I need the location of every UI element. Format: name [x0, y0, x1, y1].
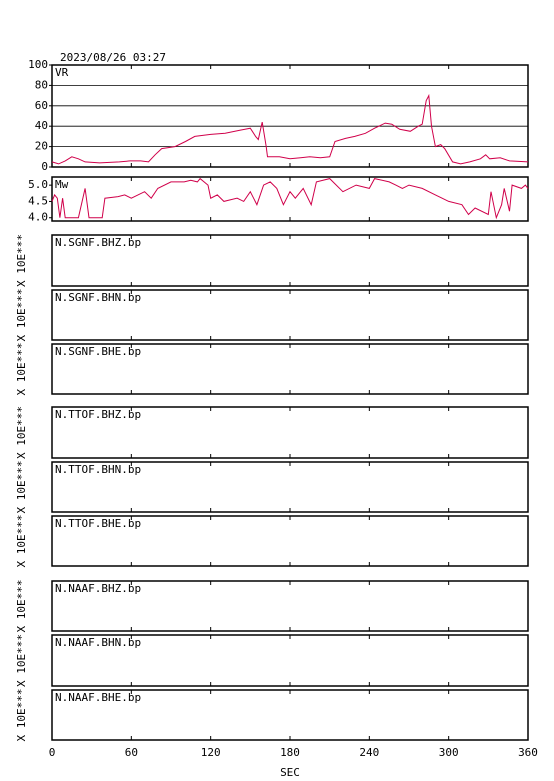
- y-axis-label: X 10E***: [15, 461, 28, 514]
- y-axis-label: X 10E***: [15, 289, 28, 342]
- y-tick-label: 40: [35, 119, 48, 132]
- panel-label: N.NAAF.BHN.bp: [55, 636, 141, 649]
- panel-label: N.TTOF.BHE.bp: [55, 517, 141, 530]
- data-line: [51, 93, 529, 165]
- panel-label: N.TTOF.BHZ.bp: [55, 408, 141, 421]
- chart-title: 2023/08/26 03:27: [60, 51, 166, 64]
- y-tick-label: 4.0: [28, 211, 48, 224]
- panel-label: VR: [55, 66, 69, 79]
- y-tick-label: 100: [28, 58, 48, 71]
- panel-label: N.SGNF.BHZ.bp: [55, 236, 141, 249]
- x-tick-label: 60: [125, 746, 138, 759]
- x-tick-label: 300: [439, 746, 459, 759]
- y-tick-label: 5.0: [28, 178, 48, 191]
- y-axis-label: X 10E***: [15, 406, 28, 459]
- x-tick-label: 0: [49, 746, 56, 759]
- y-tick-label: 80: [35, 78, 48, 91]
- panel-label: N.NAAF.BHZ.bp: [55, 582, 141, 595]
- y-tick-label: 0: [41, 160, 48, 173]
- data-line: [51, 177, 529, 220]
- x-tick-label: 240: [359, 746, 379, 759]
- panel-frame: [51, 176, 529, 222]
- y-tick-label: 20: [35, 140, 48, 153]
- y-axis-label: X 10E***: [15, 515, 28, 568]
- y-axis-label: X 10E***: [15, 343, 28, 396]
- y-tick-label: 60: [35, 99, 48, 112]
- y-axis-label: X 10E***: [15, 689, 28, 742]
- x-axis-label: SEC: [280, 766, 300, 779]
- y-axis-label: X 10E***: [15, 580, 28, 633]
- y-tick-label: 4.5: [28, 194, 48, 207]
- x-tick-label: 120: [201, 746, 221, 759]
- panel-frame: [51, 64, 529, 168]
- x-tick-label: 360: [518, 746, 538, 759]
- x-tick-label: 180: [280, 746, 300, 759]
- panel-label: N.SGNF.BHN.bp: [55, 291, 141, 304]
- y-axis-label: X 10E***: [15, 234, 28, 287]
- panel-label: N.SGNF.BHE.bp: [55, 345, 141, 358]
- panel-label: N.TTOF.BHN.bp: [55, 463, 141, 476]
- y-axis-label: X 10E***: [15, 634, 28, 687]
- panel-label: Mw: [55, 178, 69, 191]
- panel-label: N.NAAF.BHE.bp: [55, 691, 141, 704]
